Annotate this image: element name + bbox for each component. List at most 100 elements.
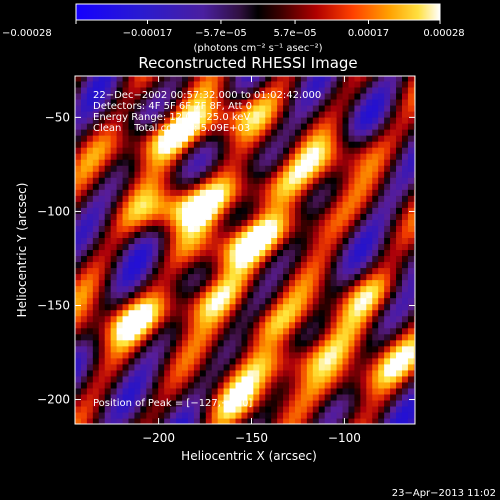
heatmap-cell — [318, 267, 326, 275]
heatmap-cell — [330, 189, 338, 196]
heatmap-cell — [205, 219, 213, 226]
heatmap-cell — [294, 309, 302, 317]
heatmap-cell — [205, 225, 213, 232]
heatmap-cell — [158, 159, 165, 166]
heatmap-cell — [176, 231, 183, 238]
heatmap-cell — [413, 321, 415, 329]
heatmap-cell — [259, 411, 266, 419]
heatmap-cell — [152, 399, 159, 407]
heatmap-cell — [211, 195, 219, 202]
heatmap-cell — [170, 231, 177, 238]
heatmap-cell — [271, 321, 278, 329]
heatmap-cell — [164, 315, 171, 323]
heatmap-cell — [360, 411, 367, 419]
heatmap-cell — [265, 123, 272, 130]
heatmap-cell — [348, 267, 356, 275]
heatmap-cell — [342, 177, 350, 184]
heatmap-cell — [396, 297, 403, 305]
heatmap-cell — [134, 345, 141, 353]
heatmap-cell — [199, 417, 207, 424]
heatmap-cell — [336, 399, 344, 407]
heatmap-cell — [324, 393, 332, 401]
heatmap-cell — [146, 195, 153, 202]
heatmap-cell — [336, 369, 344, 377]
heatmap-cell — [134, 183, 141, 190]
heatmap-cell — [223, 279, 231, 287]
heatmap-cell — [360, 351, 367, 359]
heatmap-cell — [318, 315, 326, 323]
heatmap-cell — [312, 225, 320, 232]
heatmap-cell — [401, 285, 409, 293]
heatmap-cell — [354, 104, 361, 112]
heatmap-cell — [312, 123, 320, 130]
heatmap-cell — [80, 201, 88, 208]
x-axis-label: Heliocentric X (arcsec) — [181, 449, 317, 463]
heatmap-cell — [324, 86, 332, 94]
heatmap-cell — [401, 135, 409, 142]
heatmap-cell — [170, 321, 177, 329]
heatmap-cell — [366, 309, 373, 317]
heatmap-cell — [247, 219, 254, 226]
heatmap-cell — [187, 219, 195, 226]
heatmap-cell — [164, 171, 171, 178]
heatmap-cell — [342, 303, 350, 311]
heatmap-cell — [217, 345, 225, 353]
heatmap-cell — [205, 195, 213, 202]
heatmap-cell — [134, 123, 141, 130]
heatmap-cell — [396, 159, 403, 166]
heatmap-cell — [324, 285, 332, 293]
heatmap-cell — [306, 387, 314, 395]
heatmap-cell — [372, 231, 379, 238]
heatmap-cell — [152, 315, 159, 323]
heatmap-cell — [152, 117, 159, 124]
heatmap-cell — [407, 339, 415, 347]
heatmap-cell — [306, 399, 314, 407]
heatmap-cell — [283, 201, 290, 208]
heatmap-cell — [164, 309, 171, 317]
heatmap-cell — [164, 285, 171, 293]
heatmap-cell — [253, 249, 260, 257]
heatmap-cell — [116, 375, 124, 383]
heatmap-cell — [75, 405, 82, 413]
heatmap-cell — [211, 129, 219, 136]
heatmap-cell — [265, 171, 272, 178]
heatmap-cell — [182, 231, 189, 238]
heatmap-cell — [306, 207, 314, 214]
heatmap-cell — [283, 141, 290, 148]
heatmap-cell — [134, 255, 141, 263]
heatmap-cell — [241, 297, 249, 305]
heatmap-cell — [211, 297, 219, 305]
heatmap-cell — [407, 297, 415, 305]
heatmap-cell — [128, 393, 136, 401]
heatmap-cell — [378, 273, 385, 281]
heatmap-cell — [75, 399, 82, 407]
heatmap-cell — [92, 195, 100, 202]
heatmap-cell — [86, 291, 94, 299]
heatmap-cell — [116, 351, 124, 359]
heatmap-cell — [193, 231, 201, 238]
heatmap-cell — [366, 219, 373, 226]
heatmap-cell — [223, 309, 231, 317]
heatmap-cell — [217, 321, 225, 329]
heatmap-cell — [336, 387, 344, 395]
heatmap-cell — [348, 249, 356, 257]
heatmap-cell — [271, 98, 278, 106]
heatmap-cell — [205, 231, 213, 238]
heatmap-cell — [110, 381, 118, 389]
heatmap-cell — [86, 183, 94, 190]
heatmap-cell — [98, 117, 106, 124]
heatmap-cell — [128, 399, 136, 407]
heatmap-cell — [318, 135, 326, 142]
heatmap-cell — [211, 369, 219, 377]
heatmap-cell — [312, 195, 320, 202]
heatmap-cell — [187, 201, 195, 208]
heatmap-cell — [164, 237, 171, 245]
heatmap-cell — [176, 255, 183, 263]
heatmap-cell — [176, 411, 183, 419]
heatmap-cell — [146, 285, 153, 293]
heatmap-cell — [330, 80, 338, 88]
heatmap-cell — [401, 351, 409, 359]
heatmap-cell — [390, 153, 397, 160]
heatmap-cell — [229, 159, 237, 166]
heatmap-cell — [271, 243, 278, 251]
